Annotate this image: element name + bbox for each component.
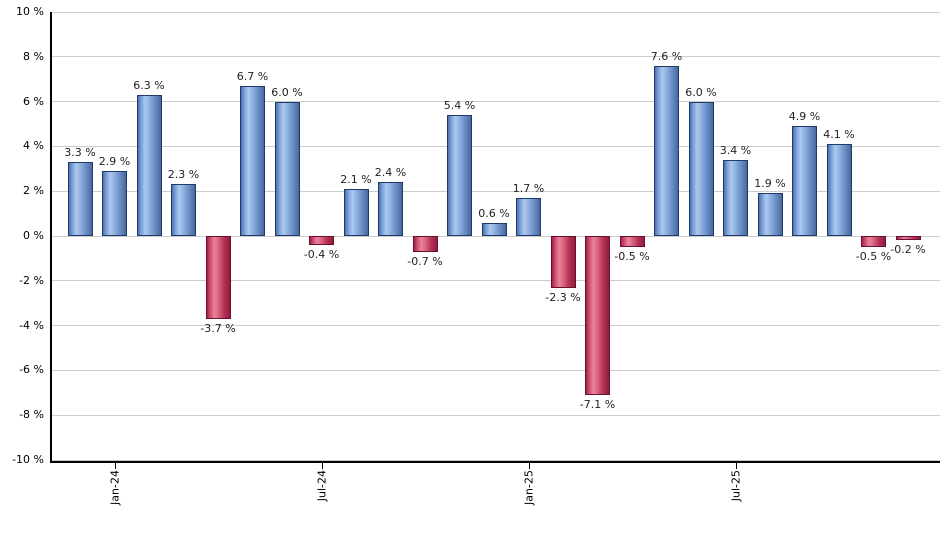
bar-label-Sep-24: 2.4 % bbox=[374, 166, 407, 180]
bar-Apr-24 bbox=[205, 236, 231, 319]
bar-Nov-24 bbox=[447, 115, 472, 236]
bar-label-Oct-24: -0.7 % bbox=[407, 254, 443, 268]
gridline-4 bbox=[52, 145, 940, 147]
bar-label-Apr-24: -3.7 % bbox=[200, 321, 236, 335]
bar-label-Oct-25: 4.1 % bbox=[823, 128, 855, 142]
y-tick-label: 8 % bbox=[23, 49, 44, 63]
bar-label-Nov-25: -0.5 % bbox=[855, 250, 892, 264]
bar-label-Apr-25: -0.5 % bbox=[614, 250, 650, 264]
x-tick-Jan-25 bbox=[528, 462, 530, 469]
bar-label-Jan-24: 2.9 % bbox=[98, 155, 131, 169]
bar-label-Jul-25: 3.4 % bbox=[719, 143, 752, 157]
bar-Oct-25 bbox=[826, 144, 852, 236]
bar-Mar-25 bbox=[585, 236, 610, 396]
bar-label-Nov-24: 5.4 % bbox=[443, 99, 476, 113]
bar-Jan-25 bbox=[516, 197, 541, 236]
y-axis-line bbox=[50, 12, 52, 463]
bar-label-Jun-24: 6.0 % bbox=[271, 85, 303, 99]
bar-Nov-25 bbox=[861, 236, 886, 248]
gridline--2 bbox=[52, 280, 940, 282]
bar-label-Sep-25: 4.9 % bbox=[788, 110, 821, 124]
bar-Jul-25 bbox=[723, 159, 748, 236]
y-tick-label: 10 % bbox=[16, 5, 44, 18]
gridline--8 bbox=[52, 414, 940, 416]
x-tick-label-text: Jan-24 bbox=[108, 470, 121, 505]
bar-Aug-25 bbox=[757, 193, 783, 236]
bar-label-May-25: 7.6 % bbox=[650, 49, 683, 63]
bar-label-Jan-25: 1.7 % bbox=[512, 181, 545, 195]
bar-label-May-24: 6.7 % bbox=[236, 69, 269, 83]
bar-label-Dec-23: 3.3 % bbox=[64, 146, 96, 160]
bar-Sep-24 bbox=[378, 182, 403, 236]
bar-label-Dec-24: 0.6 % bbox=[478, 206, 510, 220]
bar-Jun-24 bbox=[274, 101, 300, 236]
x-tick-label-text: Jul-24 bbox=[315, 470, 328, 502]
bar-label-Mar-24: 2.3 % bbox=[167, 168, 200, 182]
bar-May-25 bbox=[654, 65, 679, 236]
gridline-10 bbox=[52, 11, 940, 13]
bar-Apr-25 bbox=[619, 236, 645, 248]
y-tick-label: 0 % bbox=[23, 229, 44, 242]
bar-label-Jul-24: -0.4 % bbox=[303, 247, 340, 261]
bar-Oct-24 bbox=[412, 236, 438, 252]
bar-Feb-25 bbox=[550, 236, 576, 288]
bar-label-Feb-24: 6.3 % bbox=[133, 78, 165, 92]
bar-Sep-25 bbox=[792, 126, 817, 236]
bar-Jun-25 bbox=[688, 101, 714, 236]
y-tick-label: -8 % bbox=[19, 408, 44, 422]
gridline--6 bbox=[52, 369, 940, 371]
gridline-2 bbox=[52, 190, 940, 192]
y-tick-label: -10 % bbox=[12, 453, 44, 466]
bar-label-Feb-25: -2.3 % bbox=[545, 290, 581, 304]
bar-Dec-23 bbox=[67, 162, 93, 236]
x-tick-Jul-25 bbox=[735, 462, 737, 469]
bar-label-Aug-24: 2.1 % bbox=[340, 172, 372, 186]
y-tick-label: 4 % bbox=[23, 139, 44, 153]
gridline--10 bbox=[52, 459, 940, 461]
bar-Dec-25 bbox=[895, 236, 921, 241]
y-tick-label: -2 % bbox=[19, 273, 44, 287]
gridline--4 bbox=[52, 325, 940, 327]
bar-Jul-24 bbox=[309, 236, 334, 245]
y-tick-label: 2 % bbox=[23, 184, 44, 198]
x-tick-label-text: Jul-25 bbox=[729, 470, 742, 502]
x-tick-label-text: Jan-25 bbox=[522, 470, 535, 505]
gridline-8 bbox=[52, 56, 940, 58]
bar-label-Aug-25: 1.9 % bbox=[754, 177, 786, 191]
bar-label-Jun-25: 6.0 % bbox=[685, 85, 717, 99]
bar-Aug-24 bbox=[343, 188, 369, 236]
bar-Feb-24 bbox=[136, 94, 162, 236]
x-tick-Jul-24 bbox=[321, 462, 323, 469]
x-tick-Jan-24 bbox=[114, 462, 116, 469]
y-tick-label: -6 % bbox=[19, 363, 44, 377]
bar-Jan-24 bbox=[102, 171, 127, 236]
bar-Dec-24 bbox=[481, 222, 507, 236]
gridline-0 bbox=[52, 235, 940, 237]
y-tick-label: -4 % bbox=[19, 318, 44, 332]
x-axis-line bbox=[50, 460, 940, 463]
bar-label-Mar-25: -7.1 % bbox=[579, 398, 616, 412]
gridline-6 bbox=[52, 101, 940, 103]
bar-Mar-24 bbox=[171, 184, 196, 236]
bar-May-24 bbox=[240, 85, 265, 236]
y-tick-label: 6 % bbox=[23, 94, 44, 108]
bar-label-Dec-25: -0.2 % bbox=[890, 243, 926, 257]
